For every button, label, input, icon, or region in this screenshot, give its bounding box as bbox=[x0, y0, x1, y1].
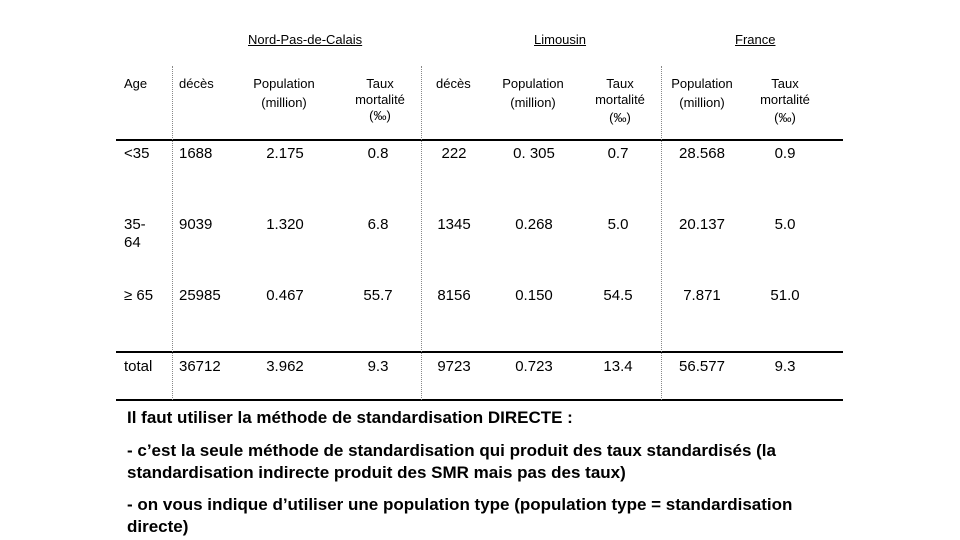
cell-fr-population: 56.577 bbox=[679, 358, 725, 375]
header-lim-population: Population (million) bbox=[502, 76, 564, 110]
cell-fr-population: 20.137 bbox=[679, 216, 725, 233]
cell-npdc-taux: 55.7 bbox=[363, 287, 393, 304]
header-fr-taux: Taux mortalité (‰) bbox=[760, 76, 810, 125]
cell-npdc-taux: 0.8 bbox=[367, 145, 389, 162]
column-divider bbox=[421, 66, 422, 400]
header-lim-taux: Taux mortalité (‰) bbox=[595, 76, 645, 125]
cell-npdc-population: 3.962 bbox=[266, 358, 304, 375]
header-npdc-taux: Taux mortalité (‰) bbox=[355, 76, 405, 123]
cell-lim-deces: 8156 bbox=[437, 287, 471, 304]
cell-age: <35 bbox=[124, 145, 150, 162]
cell-npdc-population: 1.320 bbox=[266, 216, 304, 233]
cell-age: ≥ 65 bbox=[124, 287, 154, 304]
header-npdc-deces: décès bbox=[179, 76, 214, 91]
note-reason-population-type: - on vous indique d’utiliser une populat… bbox=[127, 495, 793, 536]
cell-lim-deces: 222 bbox=[441, 145, 467, 162]
cell-fr-taux: 51.0 bbox=[770, 287, 800, 304]
cell-lim-taux: 0.7 bbox=[607, 145, 629, 162]
cell-lim-taux: 13.4 bbox=[603, 358, 633, 375]
cell-lim-taux: 5.0 bbox=[607, 216, 629, 233]
header-fr-population: Population (million) bbox=[671, 76, 733, 110]
cell-npdc-taux: 6.8 bbox=[367, 216, 389, 233]
cell-lim-taux: 54.5 bbox=[603, 287, 633, 304]
cell-lim-population: 0.268 bbox=[515, 216, 553, 233]
cell-npdc-taux: 9.3 bbox=[367, 358, 389, 375]
cell-age: total bbox=[124, 358, 153, 375]
column-divider bbox=[172, 66, 173, 400]
cell-npdc-population: 0.467 bbox=[266, 287, 304, 304]
note-reason-taux: - c’est la seule méthode de standardisat… bbox=[127, 441, 776, 482]
table-rule-bottom bbox=[116, 399, 843, 401]
cell-fr-taux: 5.0 bbox=[774, 216, 796, 233]
cell-fr-population: 28.568 bbox=[679, 145, 725, 162]
cell-fr-population: 7.871 bbox=[683, 287, 721, 304]
cell-fr-taux: 9.3 bbox=[774, 358, 796, 375]
region-title-limousin: Limousin bbox=[534, 32, 587, 47]
column-divider bbox=[661, 66, 662, 400]
cell-lim-population: 0.150 bbox=[515, 287, 553, 304]
header-npdc-population: Population (million) bbox=[253, 76, 315, 110]
cell-npdc-population: 2.175 bbox=[266, 145, 304, 162]
region-title-france: France bbox=[735, 32, 776, 47]
table-rule-total bbox=[116, 351, 843, 353]
cell-lim-deces: 1345 bbox=[437, 216, 471, 233]
header-lim-deces: décès bbox=[436, 76, 471, 91]
cell-lim-population: 0.723 bbox=[515, 358, 553, 375]
header-age: Age bbox=[124, 76, 148, 91]
cell-npdc-deces: 1688 bbox=[179, 145, 213, 162]
cell-npdc-deces: 36712 bbox=[179, 358, 221, 375]
cell-age: 35- 64 bbox=[124, 216, 146, 251]
note-method: Il faut utiliser la méthode de standardi… bbox=[127, 408, 573, 427]
cell-npdc-deces: 9039 bbox=[179, 216, 213, 233]
cell-lim-deces: 9723 bbox=[437, 358, 471, 375]
cell-npdc-deces: 25985 bbox=[179, 287, 221, 304]
cell-fr-taux: 0.9 bbox=[774, 145, 796, 162]
region-title-npdc: Nord-Pas-de-Calais bbox=[248, 32, 363, 47]
cell-lim-population: 0. 305 bbox=[513, 145, 555, 162]
table-rule-top bbox=[116, 139, 843, 141]
